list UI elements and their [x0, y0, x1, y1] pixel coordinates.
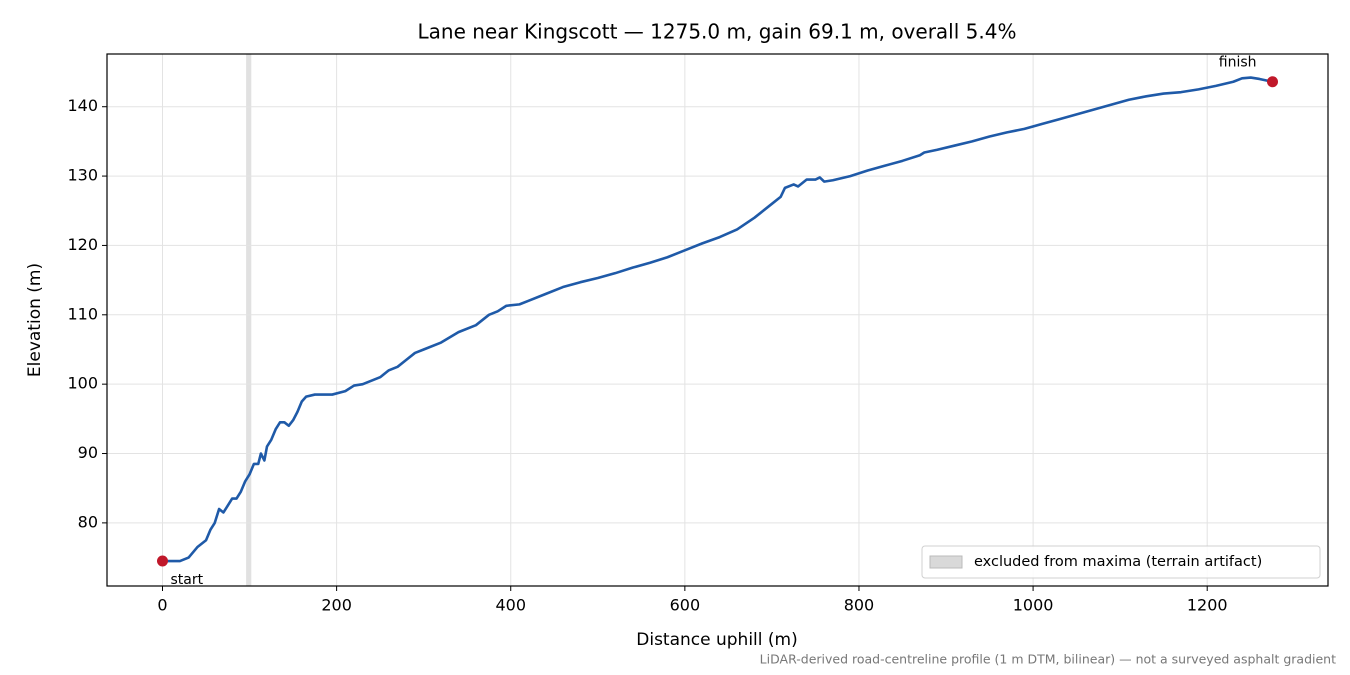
endpoint-marker — [1267, 76, 1278, 88]
elevation-line — [162, 76, 1273, 563]
legend-label: excluded from maxima (terrain artifact) — [974, 554, 1262, 570]
legend-box — [921, 545, 1321, 579]
chart-title: Lane near Kingscott — 1275.0 m, gain 69.… — [418, 20, 1017, 44]
x-tick-label: 1200 — [1187, 596, 1228, 615]
legend-swatch — [929, 555, 963, 569]
y-tick-label: 140 — [67, 96, 98, 115]
y-tick-label: 100 — [67, 374, 98, 393]
legend: excluded from maxima (terrain artifact) — [921, 545, 1321, 579]
x-tick-label: 800 — [844, 596, 875, 615]
endpoint-label: start — [171, 572, 204, 588]
x-tick-label: 200 — [321, 596, 352, 615]
footnote: LiDAR-derived road-centreline profile (1… — [760, 652, 1336, 667]
x-tick-label: 600 — [670, 596, 701, 615]
x-tick-label: 400 — [495, 596, 526, 615]
x-tick-label: 0 — [157, 596, 167, 615]
y-tick-label: 120 — [67, 235, 98, 254]
y-tick-label: 90 — [78, 443, 98, 462]
y-tick-label: 130 — [67, 166, 98, 185]
endpoint-marker — [157, 555, 168, 567]
x-axis-label: Distance uphill (m) — [636, 630, 797, 650]
endpoint-label: finish — [1219, 55, 1257, 71]
plot-frame — [106, 53, 1329, 587]
x-tick-label: 1000 — [1013, 596, 1054, 615]
excluded-span — [246, 54, 252, 586]
y-tick-label: 80 — [78, 512, 98, 531]
y-axis-label: Elevation (m) — [25, 263, 45, 377]
y-tick-label: 110 — [67, 304, 98, 323]
